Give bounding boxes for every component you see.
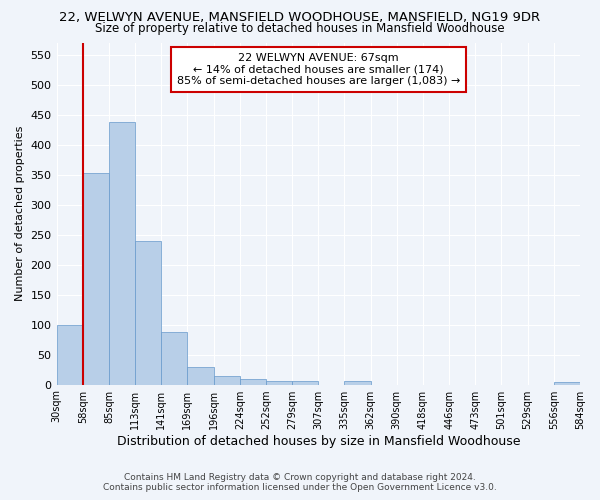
- Bar: [292, 381, 318, 384]
- Bar: [135, 240, 161, 384]
- Bar: [56, 324, 83, 384]
- Text: 22, WELWYN AVENUE, MANSFIELD WOODHOUSE, MANSFIELD, NG19 9DR: 22, WELWYN AVENUE, MANSFIELD WOODHOUSE, …: [59, 11, 541, 24]
- Text: Size of property relative to detached houses in Mansfield Woodhouse: Size of property relative to detached ho…: [95, 22, 505, 35]
- Bar: [83, 174, 109, 384]
- Text: 22 WELWYN AVENUE: 67sqm
← 14% of detached houses are smaller (174)
85% of semi-d: 22 WELWYN AVENUE: 67sqm ← 14% of detache…: [176, 53, 460, 86]
- Bar: [187, 367, 214, 384]
- Y-axis label: Number of detached properties: Number of detached properties: [15, 126, 25, 301]
- Bar: [266, 381, 292, 384]
- Text: Contains HM Land Registry data © Crown copyright and database right 2024.
Contai: Contains HM Land Registry data © Crown c…: [103, 473, 497, 492]
- Bar: [161, 332, 187, 384]
- Bar: [214, 376, 240, 384]
- Bar: [344, 381, 371, 384]
- Bar: [554, 382, 580, 384]
- Bar: [109, 122, 135, 384]
- Bar: [240, 379, 266, 384]
- X-axis label: Distribution of detached houses by size in Mansfield Woodhouse: Distribution of detached houses by size …: [116, 434, 520, 448]
